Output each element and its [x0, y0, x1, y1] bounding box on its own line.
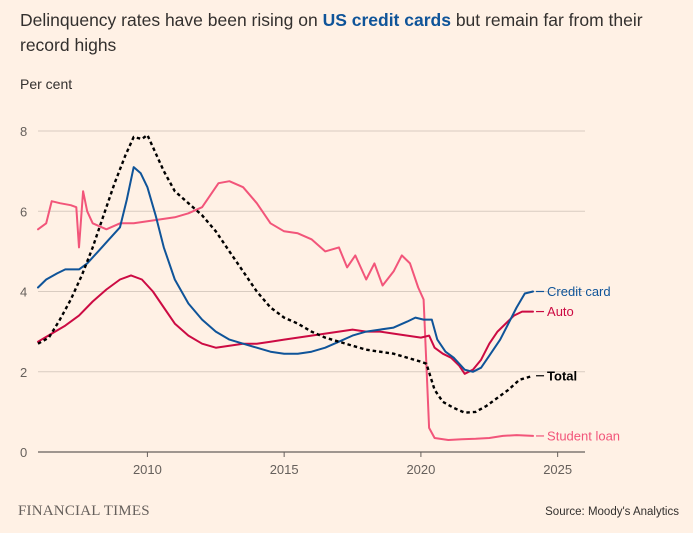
series-line-student-loan — [37, 180, 534, 441]
series-line-credit-card — [37, 166, 534, 373]
series-label-total: Total — [547, 368, 577, 383]
y-tick-label-2: 2 — [20, 365, 27, 380]
series-label-auto: Auto — [547, 304, 574, 319]
y-axis-unit-label: Per cent — [20, 76, 73, 92]
brand-logo: FINANCIAL TIMES — [18, 503, 150, 519]
series-line-auto — [37, 274, 534, 375]
series-label-credit-card: Credit card — [547, 284, 611, 299]
y-tick-label-0: 0 — [20, 445, 27, 460]
x-tick-label-2010: 2010 — [133, 462, 162, 477]
x-tick-label-2025: 2025 — [543, 462, 572, 477]
x-tick-label-2015: 2015 — [270, 462, 299, 477]
x-tick-label-2020: 2020 — [406, 462, 435, 477]
series-line-total — [37, 133, 534, 414]
series-label-student-loan: Student loan — [547, 428, 620, 443]
y-tick-label-8: 8 — [20, 124, 27, 139]
source-note: Source: Moody's Analytics — [545, 506, 679, 518]
y-tick-label-4: 4 — [20, 285, 27, 300]
chart-title: Delinquency rates have been rising on US… — [20, 10, 643, 55]
title-highlight: US credit cards — [322, 10, 451, 30]
y-tick-label-6: 6 — [20, 204, 27, 219]
